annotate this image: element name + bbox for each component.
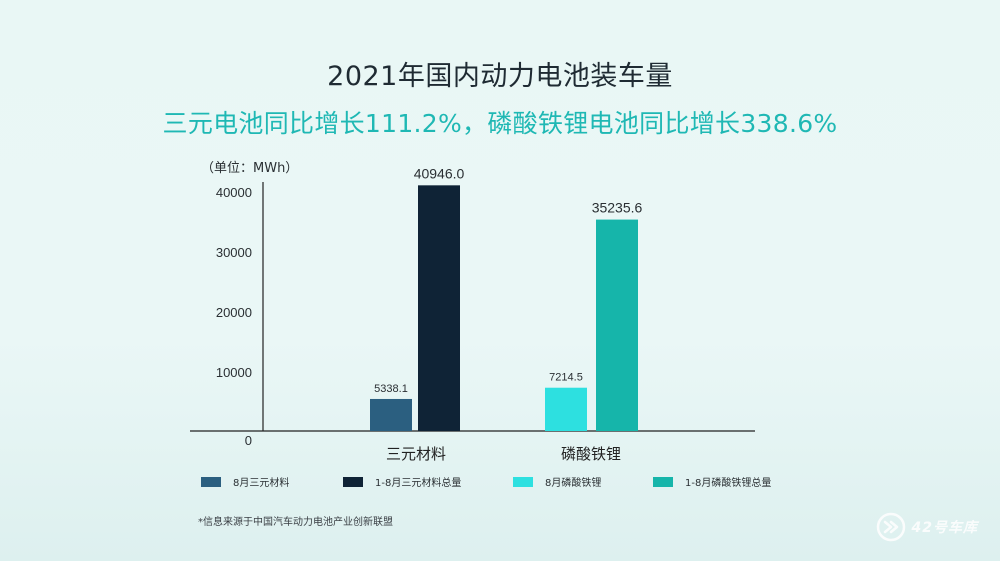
watermark-text: 42号车库 — [911, 520, 978, 536]
watermark: 42号车库 — [876, 512, 978, 542]
y-axis-unit-label: （单位：MWh） — [201, 161, 299, 176]
chart-title: 2021年国内动力电池装车量 — [327, 61, 673, 92]
bar — [418, 185, 460, 431]
bar-value-label: 5338.1 — [374, 383, 408, 395]
legend-item-aug-ternary: 8月三元材料 — [201, 474, 289, 489]
x-category-label: 磷酸铁锂 — [561, 445, 621, 463]
legend-swatch — [201, 476, 221, 487]
chart-legend: 8月三元材料 1-8月三元材料总量 8月磷酸铁锂 1-8月磷酸铁锂总量 — [0, 474, 1000, 494]
x-category-label: 三元材料 — [386, 445, 446, 463]
y-tick-label: 20000 — [216, 305, 252, 320]
bar — [596, 219, 638, 431]
bar-value-label: 7214.5 — [549, 372, 583, 384]
legend-item-total-ternary: 1-8月三元材料总量 — [343, 474, 461, 489]
source-note: *信息来源于中国汽车动力电池产业创新联盟 — [198, 517, 393, 528]
y-tick-label: 0 — [245, 433, 252, 448]
legend-label: 8月磷酸铁锂 — [545, 478, 602, 489]
bar-value-label: 40946.0 — [414, 165, 465, 181]
y-tick-label: 10000 — [216, 365, 252, 380]
legend-label: 1-8月磷酸铁锂总量 — [685, 478, 772, 489]
legend-label: 1-8月三元材料总量 — [375, 478, 462, 489]
legend-swatch — [343, 476, 363, 487]
legend-item-total-lfp: 1-8月磷酸铁锂总量 — [653, 474, 771, 489]
logo-icon — [876, 512, 905, 542]
y-tick-label: 30000 — [216, 245, 252, 260]
bar-value-label: 35235.6 — [592, 200, 643, 216]
bar — [370, 398, 412, 431]
chart-subtitle: 三元电池同比增长111.2%，磷酸铁锂电池同比增长338.6% — [162, 109, 838, 138]
legend-swatch — [513, 476, 533, 487]
legend-label: 8月三元材料 — [233, 478, 290, 489]
bar — [545, 387, 587, 431]
legend-swatch — [653, 476, 673, 487]
y-tick-label: 40000 — [216, 185, 252, 200]
legend-item-aug-lfp: 8月磷酸铁锂 — [513, 474, 601, 489]
